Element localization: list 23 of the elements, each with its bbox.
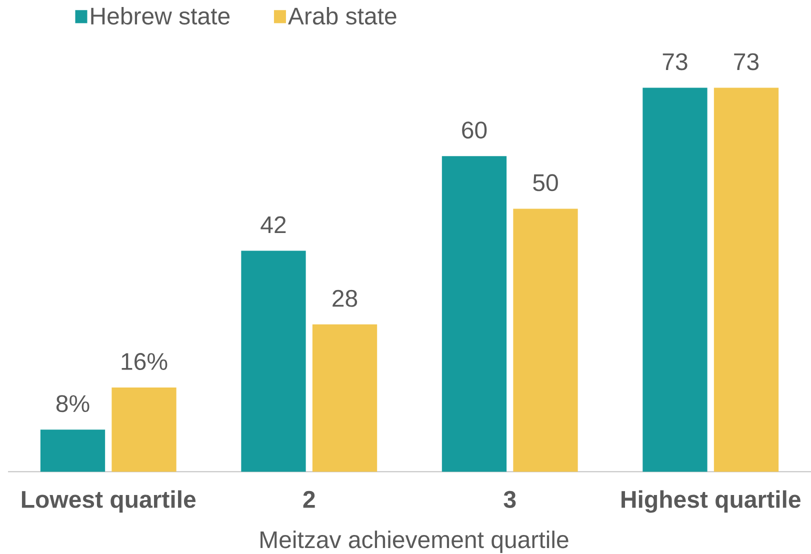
- data-label: 8%: [56, 395, 90, 412]
- data-label: 16%: [122, 353, 168, 370]
- bar: [241, 250, 306, 472]
- x-axis-title: Meitzav achievement quartile: [260, 530, 568, 553]
- data-label: 50: [533, 174, 558, 192]
- bar: [642, 88, 708, 472]
- bar: [40, 430, 106, 472]
- legend-label: Arab state: [288, 6, 396, 25]
- legend-label: Hebrew state: [91, 6, 230, 25]
- bar: [112, 388, 176, 472]
- data-label: 73: [734, 53, 759, 70]
- bar: [442, 156, 507, 472]
- bar: [714, 88, 779, 472]
- x-tick-label: Highest quartile: [622, 490, 800, 513]
- data-label: 60: [462, 122, 487, 139]
- x-tick-label: 3: [504, 490, 516, 508]
- x-tick-label: 2: [303, 490, 315, 508]
- x-tick-label: Lowest quartile: [22, 490, 196, 513]
- data-label: 28: [332, 290, 358, 307]
- data-label: 42: [260, 216, 286, 234]
- data-label: 73: [662, 53, 688, 70]
- bar: [312, 324, 378, 472]
- bar: [513, 208, 578, 472]
